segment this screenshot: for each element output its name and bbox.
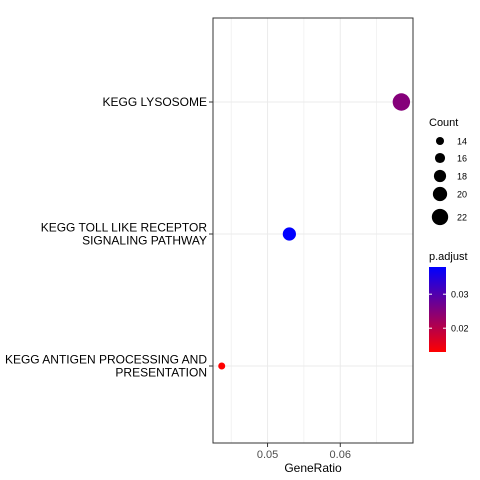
count-legend-key: [432, 186, 448, 202]
y-tick-label-line: PRESENTATION: [115, 366, 207, 380]
count-legend: Count 14 16 18 20 22: [429, 117, 467, 226]
count-legend-key: [435, 136, 445, 146]
data-points: [218, 93, 411, 370]
x-tick-label: 0.05: [257, 449, 278, 461]
y-tick-label-line: KEGG ANTIGEN PROCESSING AND: [5, 353, 207, 367]
count-legend-label: 20: [457, 190, 467, 200]
data-point: [392, 93, 411, 111]
x-axis: 0.05 0.06: [257, 443, 351, 461]
count-legend-label: 18: [457, 172, 467, 182]
y-tick-label-line: SIGNALING PATHWAY: [82, 234, 207, 248]
grid-lines: [213, 18, 414, 443]
y-tick-label: KEGG TOLL LIKE RECEPTOR SIGNALING PATHWAY: [41, 221, 208, 248]
colorbar-tick-label: 0.02: [451, 324, 469, 334]
x-tick-label: 0.06: [330, 449, 351, 461]
data-point: [218, 362, 226, 370]
x-axis-title: GeneRatio: [284, 461, 342, 475]
y-axis: KEGG LYSOSOME KEGG TOLL LIKE RECEPTOR SIGN…: [5, 95, 213, 380]
colorbar-tick-label: 0.03: [451, 290, 469, 300]
count-legend-label: 14: [457, 137, 467, 147]
p-adjust-legend: p.adjust 0.02 0.03: [429, 251, 469, 352]
data-point: [282, 227, 296, 241]
count-legend-label: 22: [457, 213, 467, 223]
count-legend-label: 16: [457, 154, 467, 164]
y-tick-label: KEGG LYSOSOME: [103, 95, 207, 109]
count-legend-key: [433, 169, 447, 183]
y-tick-label-line: KEGG LYSOSOME: [103, 95, 207, 109]
p-adjust-colorbar: [429, 267, 446, 352]
p-adjust-legend-title: p.adjust: [429, 251, 468, 263]
y-tick-label-line: KEGG TOLL LIKE RECEPTOR: [41, 221, 208, 235]
count-legend-key: [434, 152, 446, 164]
count-legend-title: Count: [429, 117, 458, 129]
count-legend-key: [431, 208, 449, 226]
plot-panel-border: [212, 17, 414, 444]
y-tick-label: KEGG ANTIGEN PROCESSING AND PRESENTATION: [5, 353, 207, 380]
